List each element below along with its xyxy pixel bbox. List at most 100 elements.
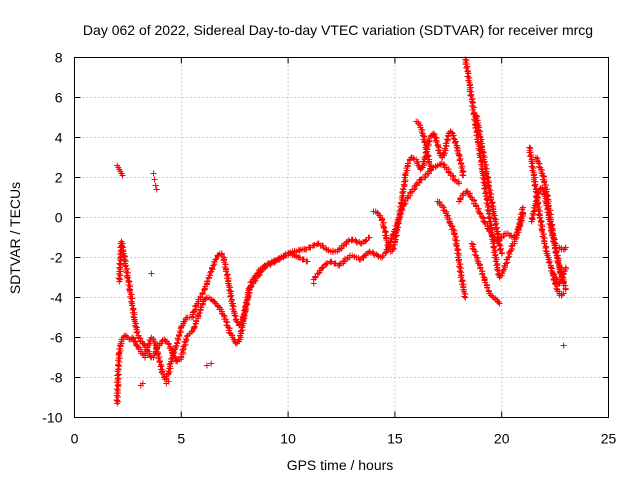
data-point — [433, 139, 440, 146]
data-point — [562, 286, 569, 293]
data-point — [191, 323, 198, 330]
data-point — [458, 165, 465, 172]
data-point — [182, 335, 189, 342]
data-point — [467, 92, 474, 99]
data-point — [384, 241, 391, 248]
data-point — [338, 245, 345, 252]
data-point — [172, 357, 179, 364]
data-point — [399, 189, 406, 196]
data-point — [132, 320, 139, 327]
data-point — [147, 353, 154, 360]
y-tick-label: 4 — [55, 130, 63, 146]
data-point — [231, 312, 238, 319]
data-point — [560, 274, 567, 281]
data-point — [551, 236, 558, 243]
data-point — [459, 277, 466, 284]
data-point — [322, 261, 329, 268]
series-s02 — [115, 238, 311, 365]
data-point — [188, 328, 195, 335]
data-point — [478, 143, 485, 150]
data-point — [151, 176, 158, 183]
data-point — [461, 293, 468, 300]
data-point — [468, 93, 475, 100]
data-point — [430, 130, 437, 137]
data-point — [492, 221, 499, 228]
data-point — [472, 248, 479, 255]
data-point — [496, 300, 503, 307]
data-point — [228, 292, 235, 299]
data-point — [141, 354, 148, 361]
data-point — [340, 258, 347, 265]
data-point — [158, 369, 165, 376]
data-point — [418, 129, 425, 136]
data-point — [474, 257, 481, 264]
data-point — [478, 213, 485, 220]
y-tick-label: -10 — [42, 410, 62, 426]
data-point — [520, 210, 527, 217]
data-point — [124, 275, 131, 282]
data-point — [519, 206, 526, 213]
data-point — [310, 280, 317, 287]
data-point — [549, 221, 556, 228]
data-point — [560, 290, 567, 297]
data-point — [531, 182, 538, 189]
data-point — [150, 170, 157, 177]
data-point — [542, 189, 549, 196]
grid — [74, 57, 609, 418]
plot-frame — [74, 57, 609, 418]
data-point — [506, 251, 513, 258]
data-point — [480, 179, 487, 186]
data-point — [227, 293, 234, 300]
data-point — [128, 298, 135, 305]
data-point — [469, 100, 476, 107]
y-tick-label: 6 — [55, 90, 63, 106]
data-point — [188, 314, 195, 321]
data-point — [527, 153, 534, 160]
series-s15 — [556, 244, 569, 253]
series-s05 — [413, 118, 435, 173]
data-point — [520, 204, 527, 211]
data-point — [241, 311, 248, 318]
data-point — [553, 285, 560, 292]
data-point — [165, 378, 172, 385]
data-point — [552, 245, 559, 252]
data-point — [450, 132, 457, 139]
data-point — [489, 199, 496, 206]
data-point — [425, 152, 432, 159]
data-point — [160, 371, 167, 378]
series-s14 — [549, 264, 570, 287]
data-point — [502, 260, 509, 267]
data-point — [257, 266, 264, 273]
data-point — [562, 264, 569, 271]
data-point — [488, 231, 495, 238]
data-point — [517, 222, 524, 229]
data-point — [487, 196, 494, 203]
data-point — [380, 225, 387, 232]
data-point — [539, 172, 546, 179]
data-point — [296, 247, 303, 254]
data-point — [532, 198, 539, 205]
data-point — [369, 249, 376, 256]
data-point — [476, 209, 483, 216]
x-tick-label: 20 — [494, 431, 510, 447]
data-point — [423, 149, 430, 156]
series-s08 — [468, 240, 503, 307]
data-point — [134, 343, 141, 350]
axis-tick-labels: 0 5 10 15 20 25 -10 -8 -6 -4 -2 0 2 4 6 8 — [42, 50, 616, 447]
data-point — [483, 170, 490, 177]
x-tick-label: 5 — [177, 431, 185, 447]
data-point — [454, 147, 461, 154]
data-point — [132, 339, 139, 346]
data-point — [535, 211, 542, 218]
series-s11 — [526, 144, 567, 299]
data-point — [401, 182, 408, 189]
data-point — [498, 250, 505, 257]
x-tick-label: 10 — [280, 431, 296, 447]
data-point — [515, 225, 522, 232]
data-point — [367, 249, 374, 256]
data-point — [534, 157, 541, 164]
data-point — [128, 302, 135, 309]
data-point — [457, 274, 464, 281]
data-point — [440, 161, 447, 168]
data-point — [483, 171, 490, 178]
